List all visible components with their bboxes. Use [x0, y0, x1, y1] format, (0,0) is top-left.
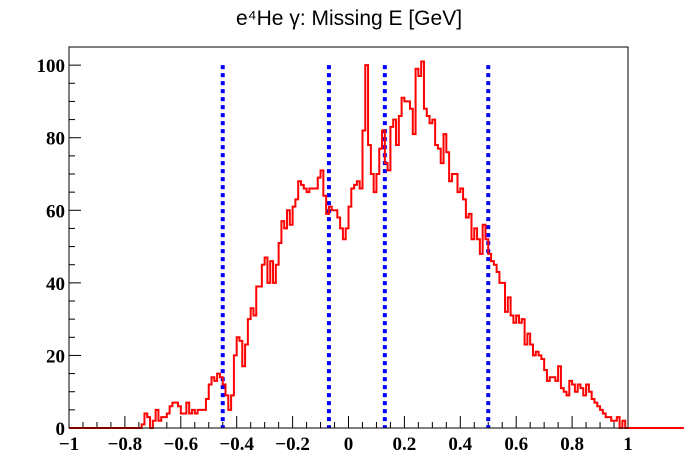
x-tick-label: 0.4 — [448, 434, 472, 455]
y-tick-label: 80 — [46, 129, 65, 150]
x-tick-label: −1 — [59, 434, 79, 455]
histogram-series-line — [69, 60, 684, 429]
x-tick-label: −0.4 — [219, 434, 254, 455]
x-tick-label: −0.8 — [108, 434, 143, 455]
x-tick-label: −0.2 — [275, 434, 310, 455]
y-tick-label: 20 — [46, 346, 65, 367]
x-tick-label: −0.6 — [164, 434, 199, 455]
y-tick-label: 100 — [37, 56, 66, 77]
plot-frame — [68, 46, 629, 429]
y-tick-label: 0 — [56, 419, 66, 440]
chart-title: e⁴He γ: Missing E [GeV] — [236, 7, 462, 30]
y-tick-label: 40 — [46, 274, 65, 295]
x-tick-label: 0.8 — [560, 434, 584, 455]
x-tick-labels: −1 −0.8 −0.6 −0.4 −0.2 0 0.2 0.4 0.6 0.8 1 — [59, 434, 633, 455]
y-tick-labels: 0 20 40 60 80 100 — [37, 56, 66, 440]
x-tick-label: 0.6 — [504, 434, 528, 455]
x-tick-label: 1 — [623, 434, 633, 455]
x-tick-label: 0.2 — [393, 434, 417, 455]
y-tick-label: 60 — [46, 201, 65, 222]
x-tick-label: 0 — [344, 434, 354, 455]
